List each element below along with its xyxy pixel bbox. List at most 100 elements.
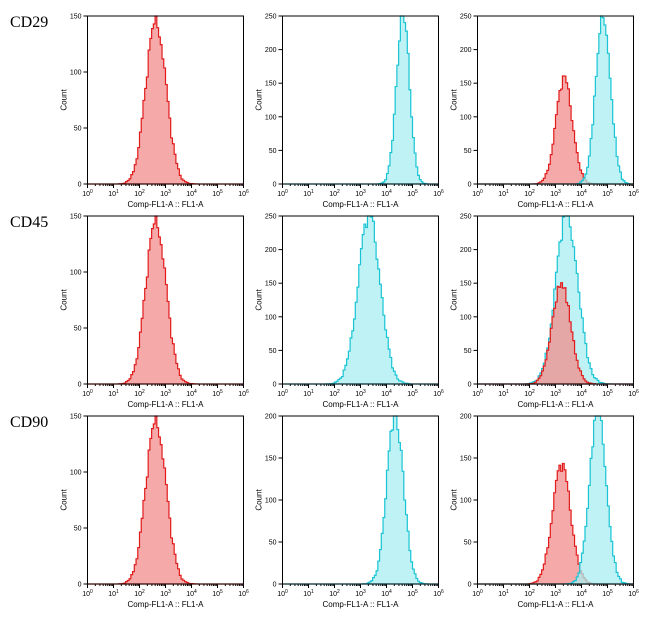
svg-text:100: 100 [82, 189, 93, 198]
svg-text:104: 104 [381, 589, 392, 598]
svg-text:103: 103 [550, 389, 561, 398]
svg-text:Comp-FL1-A :: FL1-A: Comp-FL1-A :: FL1-A [517, 400, 594, 409]
svg-text:101: 101 [498, 389, 509, 398]
svg-text:150: 150 [460, 281, 472, 288]
svg-text:0: 0 [78, 182, 82, 189]
svg-text:0: 0 [468, 582, 472, 589]
svg-text:250: 250 [265, 214, 277, 221]
svg-text:Comp-FL1-A :: FL1-A: Comp-FL1-A :: FL1-A [517, 200, 594, 209]
svg-text:0: 0 [78, 582, 82, 589]
panel-r1-c1: 100101102103104105106Comp-FL1-A :: FL1-A… [254, 210, 445, 410]
svg-text:106: 106 [628, 389, 639, 398]
svg-text:Count: Count [60, 289, 69, 311]
svg-text:Comp-FL1-A :: FL1-A: Comp-FL1-A :: FL1-A [322, 600, 399, 609]
svg-text:0: 0 [468, 182, 472, 189]
svg-text:100: 100 [460, 498, 472, 505]
histogram-red [88, 16, 244, 184]
svg-text:103: 103 [160, 589, 171, 598]
svg-text:106: 106 [433, 589, 444, 598]
histogram-red [88, 216, 244, 384]
svg-text:Count: Count [60, 489, 69, 511]
svg-text:103: 103 [160, 189, 171, 198]
panel-r2-c1: 100101102103104105106Comp-FL1-A :: FL1-A… [254, 410, 445, 610]
svg-text:Comp-FL1-A :: FL1-A: Comp-FL1-A :: FL1-A [322, 200, 399, 209]
svg-text:150: 150 [460, 456, 472, 463]
histogram-cyan [283, 216, 439, 384]
panel-r1-c2: 100101102103104105106Comp-FL1-A :: FL1-A… [449, 210, 640, 410]
svg-text:106: 106 [238, 189, 249, 198]
svg-text:101: 101 [303, 189, 314, 198]
row-label-cd45: CD45 [10, 210, 55, 410]
svg-text:250: 250 [265, 14, 277, 21]
svg-text:101: 101 [108, 589, 119, 598]
svg-text:103: 103 [355, 389, 366, 398]
svg-text:103: 103 [355, 189, 366, 198]
svg-text:50: 50 [464, 148, 472, 155]
svg-text:100: 100 [265, 314, 277, 321]
svg-text:0: 0 [273, 382, 277, 389]
svg-text:103: 103 [355, 589, 366, 598]
svg-text:200: 200 [460, 247, 472, 254]
svg-text:150: 150 [70, 414, 82, 421]
svg-text:106: 106 [238, 589, 249, 598]
svg-text:101: 101 [303, 589, 314, 598]
svg-text:101: 101 [498, 189, 509, 198]
svg-text:100: 100 [265, 114, 277, 121]
svg-text:100: 100 [70, 270, 82, 277]
svg-text:Count: Count [255, 289, 264, 311]
svg-text:104: 104 [381, 189, 392, 198]
svg-text:105: 105 [407, 189, 418, 198]
svg-text:106: 106 [433, 389, 444, 398]
svg-text:50: 50 [74, 526, 82, 533]
svg-text:100: 100 [472, 189, 483, 198]
svg-text:104: 104 [576, 189, 587, 198]
svg-text:0: 0 [78, 382, 82, 389]
svg-text:Count: Count [255, 489, 264, 511]
panel-r0-c2: 100101102103104105106Comp-FL1-A :: FL1-A… [449, 10, 640, 210]
svg-text:100: 100 [265, 498, 277, 505]
svg-text:104: 104 [576, 389, 587, 398]
svg-text:105: 105 [212, 389, 223, 398]
svg-text:100: 100 [277, 389, 288, 398]
svg-text:150: 150 [265, 81, 277, 88]
row-label-cd90: CD90 [10, 410, 55, 610]
svg-text:Count: Count [60, 89, 69, 111]
svg-text:102: 102 [134, 189, 145, 198]
row-label-cd29: CD29 [10, 10, 55, 210]
svg-text:50: 50 [74, 126, 82, 133]
panel-r2-c0: 100101102103104105106Comp-FL1-A :: FL1-A… [59, 410, 250, 610]
svg-text:50: 50 [269, 148, 277, 155]
svg-text:101: 101 [498, 589, 509, 598]
svg-text:104: 104 [186, 389, 197, 398]
svg-text:105: 105 [212, 589, 223, 598]
svg-text:102: 102 [524, 589, 535, 598]
svg-text:100: 100 [82, 589, 93, 598]
svg-text:101: 101 [108, 389, 119, 398]
svg-text:Count: Count [450, 489, 459, 511]
svg-text:50: 50 [74, 326, 82, 333]
histogram-cyan [283, 16, 439, 184]
svg-text:100: 100 [472, 589, 483, 598]
svg-text:102: 102 [329, 189, 340, 198]
svg-text:100: 100 [82, 389, 93, 398]
svg-text:150: 150 [70, 14, 82, 21]
histogram-red [88, 416, 244, 584]
histogram-cyan [283, 416, 439, 584]
svg-text:0: 0 [468, 382, 472, 389]
svg-text:106: 106 [628, 589, 639, 598]
svg-text:100: 100 [70, 70, 82, 77]
svg-text:50: 50 [269, 540, 277, 547]
svg-text:105: 105 [602, 189, 613, 198]
svg-text:102: 102 [524, 189, 535, 198]
svg-text:100: 100 [70, 470, 82, 477]
svg-text:Comp-FL1-A :: FL1-A: Comp-FL1-A :: FL1-A [517, 600, 594, 609]
svg-text:102: 102 [134, 389, 145, 398]
svg-text:Comp-FL1-A :: FL1-A: Comp-FL1-A :: FL1-A [127, 400, 204, 409]
svg-text:105: 105 [602, 589, 613, 598]
svg-text:150: 150 [265, 281, 277, 288]
svg-text:50: 50 [464, 348, 472, 355]
svg-text:105: 105 [407, 589, 418, 598]
svg-text:250: 250 [460, 14, 472, 21]
svg-text:200: 200 [265, 247, 277, 254]
svg-text:101: 101 [303, 389, 314, 398]
